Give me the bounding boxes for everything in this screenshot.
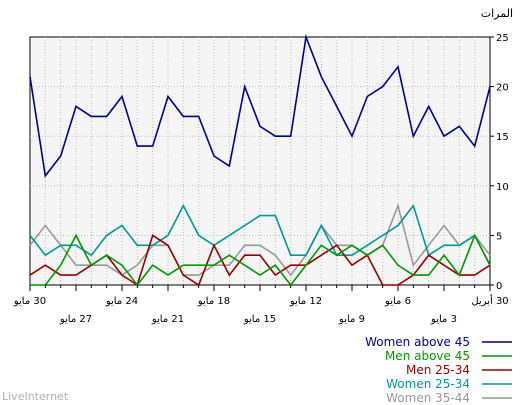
x-tick-label: 12 مايو: [289, 296, 322, 307]
y-tick-label: 15: [496, 132, 509, 143]
y-tick-labels: 0 5 10 15 20 25: [490, 33, 509, 292]
series-line: [29, 33, 491, 178]
y-axis-label: المرات: [481, 7, 513, 20]
x-tick-label: 24 مايو: [105, 296, 138, 307]
series-line: [29, 203, 491, 266]
y-tick-label: 25: [496, 33, 509, 44]
y-tick-label: 10: [496, 182, 509, 193]
x-tick-label: 3 مايو: [430, 314, 457, 325]
x-tick-label: 9 مايو: [338, 314, 365, 325]
x-tick-label: 15 مايو: [243, 314, 276, 325]
x-tick-label: 21 مايو: [151, 314, 184, 325]
series-line: [30, 233, 491, 287]
x-tick-label: 30 مايو: [13, 296, 46, 307]
y-tick-label: 20: [496, 83, 509, 94]
legend-label: Men above 45: [385, 349, 470, 363]
watermark: LiveInternet: [2, 390, 69, 403]
grid-lines: [30, 37, 490, 285]
x-tick-label: 18 مايو: [197, 296, 230, 307]
series-line: [29, 202, 491, 277]
x-tick-labels: 30 أبريل 3 مايو 6 مايو 9 مايو 12 مايو 15 مايو…: [13, 285, 509, 325]
legend-label: Men 25-34: [406, 363, 470, 377]
y-tick-label: 0: [496, 281, 502, 292]
legend-label: Women 35-44: [386, 391, 470, 405]
x-tick-label: 27 مايو: [59, 314, 92, 325]
x-tick-label: 6 مايو: [384, 296, 411, 307]
legend-label: Women 25-34: [386, 377, 470, 391]
series-lines: [29, 33, 491, 287]
y-tick-label: 5: [496, 231, 502, 242]
x-tick-label: 30 أبريل: [471, 294, 508, 307]
legend-label: Women above 45: [365, 335, 470, 349]
